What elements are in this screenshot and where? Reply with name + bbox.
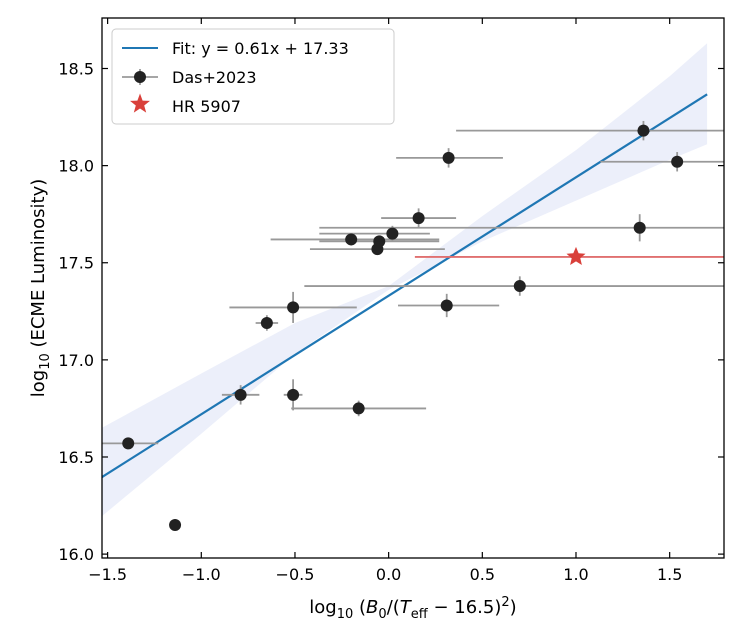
axis-ticks: −1.5 −1.0 −0.5 0.0 0.5 1.0 1.5 16.0 16.5 17.0 17.5… xyxy=(58,18,724,584)
data-point-6 xyxy=(352,402,365,415)
x-tick-label: 1.0 xyxy=(563,565,588,584)
plot-frame xyxy=(101,17,725,559)
x-tick-label: 0.0 xyxy=(376,565,401,584)
x-axis-label: log10 (B0/(Teff − 16.5)2) xyxy=(309,595,516,622)
y-tick-label: 18.0 xyxy=(58,157,94,176)
data-point-0 xyxy=(122,437,135,450)
data-point-14 xyxy=(513,280,526,293)
data-point-4 xyxy=(287,301,300,314)
x-tick-label: 1.5 xyxy=(657,565,682,584)
data-point-17 xyxy=(633,221,646,234)
data-point-11 xyxy=(412,212,425,225)
confidence-band xyxy=(102,43,708,517)
x-tick-label: −1.0 xyxy=(182,565,221,584)
x-tick-label: −1.5 xyxy=(88,565,127,584)
data-point-10 xyxy=(386,227,399,240)
error-bars xyxy=(102,120,724,531)
legend-das-label: Das+2023 xyxy=(172,68,257,87)
legend-das-swatch xyxy=(122,69,158,85)
legend-box xyxy=(111,28,395,125)
x-tick-label: −0.5 xyxy=(276,565,315,584)
data-point-9 xyxy=(371,243,384,256)
fit-confidence-band xyxy=(102,43,708,517)
plot-area xyxy=(102,43,724,531)
star-point-0 xyxy=(566,246,586,265)
data-point-5 xyxy=(287,388,300,401)
y-tick-label: 16.0 xyxy=(58,545,94,564)
data-point-7 xyxy=(345,233,358,246)
legend-hr-swatch xyxy=(130,93,150,113)
y-axis-label: log10 (ECME Luminosity) xyxy=(28,179,53,398)
data-points xyxy=(122,124,684,531)
y-tick-label: 16.5 xyxy=(58,448,94,467)
data-point-15 xyxy=(637,124,650,137)
data-point-12 xyxy=(442,151,455,164)
legend-fit-label: Fit: y = 0.61x + 17.33 xyxy=(172,39,349,58)
y-tick-label: 17.0 xyxy=(58,351,94,370)
data-point-3 xyxy=(260,316,273,329)
data-point-13 xyxy=(440,299,453,312)
legend: Fit: y = 0.61x + 17.33 Das+2023 HR 5907 xyxy=(111,28,395,125)
y-tick-label: 17.5 xyxy=(58,254,94,273)
data-point-2 xyxy=(234,388,247,401)
data-point-16 xyxy=(671,155,684,168)
legend-hr-label: HR 5907 xyxy=(172,97,241,116)
x-tick-label: 0.5 xyxy=(470,565,495,584)
y-tick-label: 18.5 xyxy=(58,60,94,79)
data-point-1 xyxy=(169,518,182,531)
